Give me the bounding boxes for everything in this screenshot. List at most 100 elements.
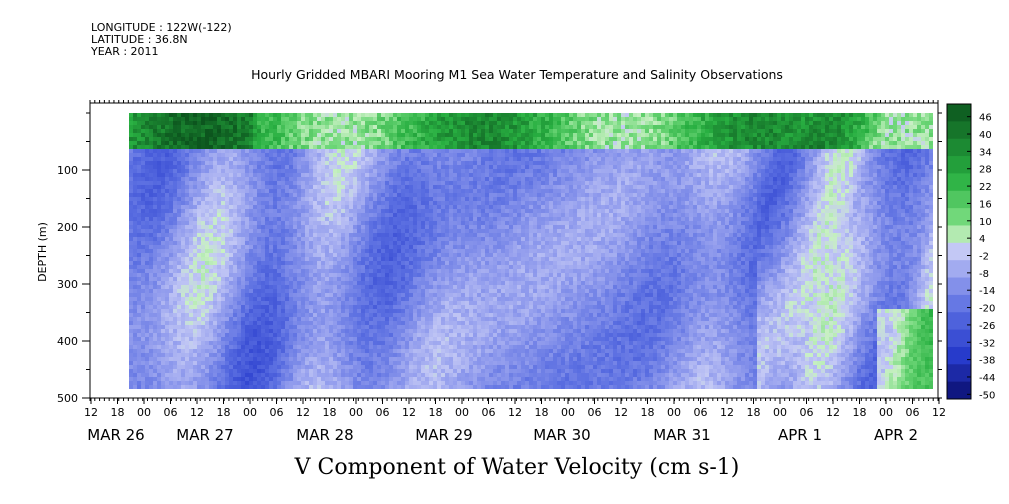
heatmap-cell [401,209,405,213]
heatmap-cell [161,341,165,345]
heatmap-cell [365,349,369,353]
heatmap-cell [373,325,377,329]
heatmap-cell [317,329,321,333]
heatmap-cell [237,241,241,245]
heatmap-cell [377,369,381,373]
heatmap-cell [237,181,241,185]
heatmap-cell [365,205,369,209]
heatmap-cell [329,157,333,161]
heatmap-cell [129,381,133,385]
heatmap-cell [333,249,337,253]
heatmap-cell [317,273,321,277]
heatmap-cell [313,245,317,249]
heatmap-cell [145,221,149,225]
heatmap-cell [329,133,333,137]
heatmap-cell [157,229,161,233]
heatmap-cell [233,125,237,129]
heatmap-cell [189,165,193,169]
heatmap-cell [209,297,213,301]
heatmap-cell [245,129,249,133]
heatmap-cell [221,181,225,185]
heatmap-cell [281,345,285,349]
heatmap-cell [309,149,313,153]
heatmap-cell [325,277,329,281]
heatmap-cell [149,173,153,177]
heatmap-cell [389,297,393,301]
heatmap-cell [325,197,329,201]
heatmap-cell [301,273,305,277]
heatmap-cell [269,289,273,293]
heatmap-cell [241,381,245,385]
heatmap-cell [401,205,405,209]
heatmap-cell [225,253,229,257]
heatmap-cell [253,129,257,133]
heatmap-cell [389,261,393,265]
heatmap-cell [341,313,345,317]
heatmap-cell [405,369,409,373]
heatmap-cell [245,269,249,273]
heatmap-cell [325,121,329,125]
heatmap-cell [213,353,217,357]
heatmap-cell [397,165,401,169]
heatmap-cell [217,253,221,257]
heatmap-cell [333,253,337,257]
heatmap-cell [137,333,141,337]
heatmap-cell [185,337,189,341]
heatmap-cell [277,133,281,137]
heatmap-cell [373,169,377,173]
heatmap-cell [369,193,373,197]
heatmap-cell [313,385,317,389]
heatmap-cell [177,153,181,157]
heatmap-cell [273,273,277,277]
heatmap-cell [265,377,269,381]
heatmap-cell [313,221,317,225]
heatmap-cell [249,133,253,137]
heatmap-cell [257,161,261,165]
heatmap-cell [169,357,173,361]
heatmap-cell [325,245,329,249]
heatmap-cell [293,341,297,345]
heatmap-cell [181,141,185,145]
heatmap-cell [181,181,185,185]
heatmap-cell [165,281,169,285]
heatmap-cell [325,341,329,345]
heatmap-cell [173,157,177,161]
heatmap-cell [357,249,361,253]
heatmap-cell [149,321,153,325]
heatmap-cell [133,173,137,177]
heatmap-cell [237,153,241,157]
heatmap-cell [393,345,397,349]
heatmap-cell [149,325,153,329]
heatmap-cell [289,217,293,221]
heatmap-cell [273,201,277,205]
heatmap-cell [361,261,365,265]
heatmap-cell [325,261,329,265]
heatmap-cell [373,285,377,289]
heatmap-cell [309,349,313,353]
heatmap-cell [141,189,145,193]
heatmap-cell [269,369,273,373]
heatmap-cell [241,321,245,325]
heatmap-cell [361,121,365,125]
heatmap-cell [321,185,325,189]
heatmap-cell [325,257,329,261]
heatmap-cell [373,161,377,165]
heatmap-cell [309,277,313,281]
heatmap-cell [273,257,277,261]
heatmap-cell [129,189,133,193]
heatmap-cell [257,305,261,309]
heatmap-cell [369,121,373,125]
heatmap-cell [353,145,357,149]
heatmap-cell [197,273,201,277]
chart-title: Hourly Gridded MBARI Mooring M1 Sea Wate… [251,67,783,82]
heatmap-cell [405,117,409,121]
heatmap-cell [261,221,265,225]
heatmap-cell [337,361,341,365]
heatmap-cell [289,349,293,353]
heatmap-cell [241,353,245,357]
heatmap-cell [401,173,405,177]
heatmap-cell [409,145,413,149]
heatmap-cell [185,217,189,221]
heatmap-cell [385,117,389,121]
heatmap-cell [185,357,189,361]
